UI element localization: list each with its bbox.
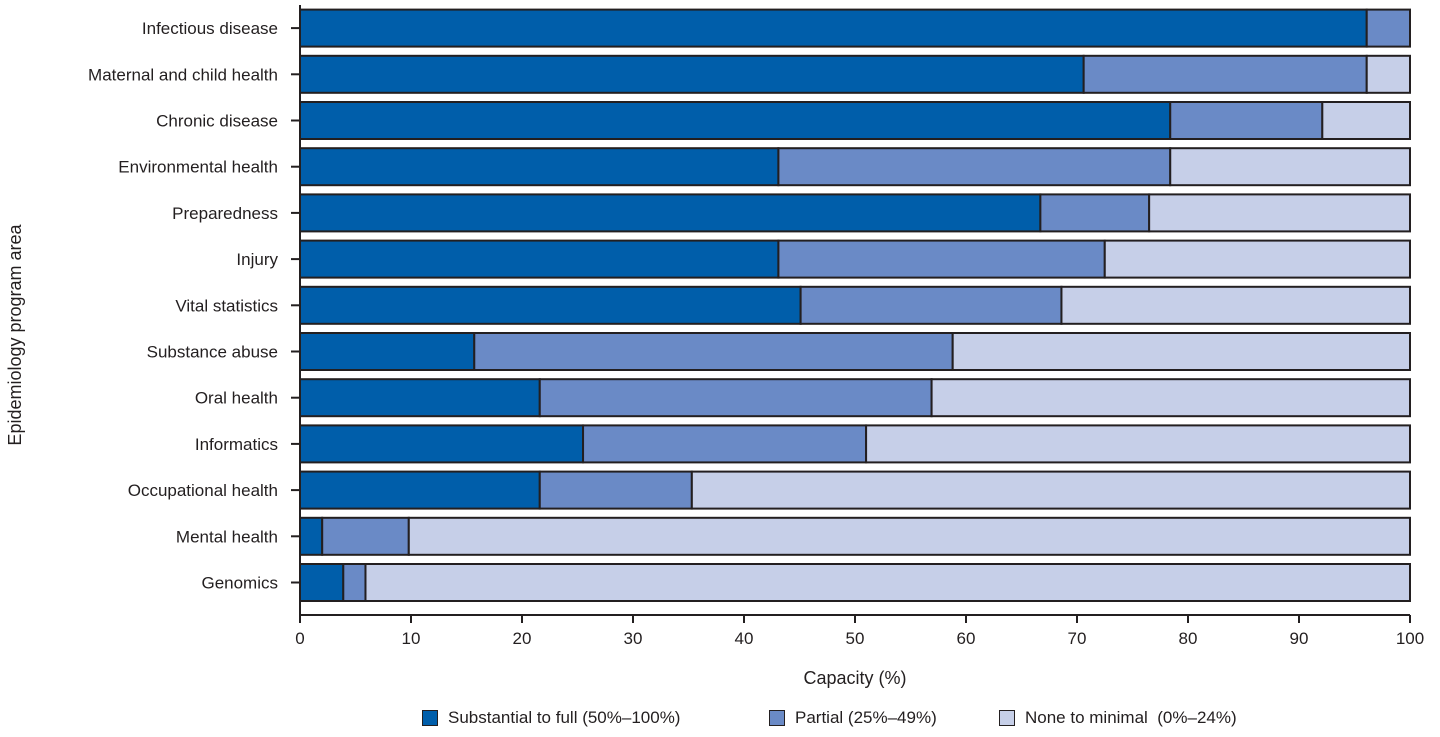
legend-item-2: Partial (25%–49%)	[769, 708, 937, 728]
category-label: Vital statistics	[175, 296, 278, 315]
bar-segment-1-row-4	[299, 147, 780, 187]
bar-segment-2-row-9	[538, 378, 933, 418]
bar-segment-2-row-5	[1039, 193, 1151, 233]
category-label: Informatics	[195, 435, 278, 454]
bar-segment-3-row-6	[1103, 239, 1411, 279]
bar-segment-1-row-3	[299, 101, 1172, 140]
bar-segment-2-row-1	[1365, 8, 1411, 48]
bar-segment-3-row-10	[865, 424, 1411, 464]
category-label: Infectious disease	[142, 19, 278, 38]
bar-segment-1-row-11	[299, 470, 541, 510]
bar-segment-3-row-7	[1060, 285, 1411, 325]
bar-segment-1-row-8	[299, 332, 476, 371]
x-tick-label: 80	[1179, 629, 1198, 648]
bar-segment-2-row-10	[582, 424, 868, 464]
x-tick-label: 60	[957, 629, 976, 648]
bar-segment-1-row-13	[299, 563, 345, 602]
category-label: Injury	[236, 250, 278, 269]
category-label: Preparedness	[172, 204, 278, 223]
bar-segment-1-row-5	[299, 193, 1042, 233]
legend-label: Substantial to full (50%–100%)	[448, 708, 681, 727]
x-tick-label: 20	[513, 629, 532, 648]
legend-item-3: None to minimal (0%–24%)	[999, 708, 1237, 728]
bar-segment-3-row-9	[930, 378, 1412, 418]
legend-label: Partial (25%–49%)	[795, 708, 937, 727]
bar-segment-3-row-2	[1365, 54, 1411, 94]
x-tick-label: 100	[1396, 629, 1424, 648]
x-tick-label: 50	[846, 629, 865, 648]
legend: Substantial to full (50%–100%) Partial (2…	[0, 708, 1440, 736]
bar-segment-1-row-2	[299, 54, 1085, 94]
bar-segment-2-row-7	[799, 285, 1063, 325]
x-tick-label: 30	[624, 629, 643, 648]
bar-segment-1-row-6	[299, 239, 780, 279]
x-tick-label: 40	[735, 629, 754, 648]
category-label: Chronic disease	[156, 112, 278, 131]
bar-segment-2-row-4	[777, 147, 1172, 187]
bar-segment-1-row-10	[299, 424, 585, 464]
bars-layer	[299, 8, 1412, 602]
bar-segment-2-row-13	[342, 563, 367, 602]
axes-layer	[291, 5, 1411, 623]
bar-segment-1-row-1	[299, 8, 1368, 48]
category-label: Mental health	[176, 527, 278, 546]
legend-swatch	[422, 710, 438, 726]
y-axis-title: Epidemiology program area	[5, 223, 25, 445]
bar-segment-3-row-3	[1321, 101, 1412, 140]
bar-segment-3-row-12	[407, 516, 1411, 556]
bar-segment-2-row-12	[321, 516, 410, 556]
bar-segment-2-row-6	[777, 239, 1106, 279]
bar-segment-3-row-13	[364, 563, 1411, 602]
legend-swatch	[999, 710, 1015, 726]
category-label: Environmental health	[118, 158, 278, 177]
category-label: Substance abuse	[147, 343, 278, 362]
x-tick-label: 0	[295, 629, 304, 648]
bar-segment-3-row-5	[1148, 193, 1412, 233]
bar-segment-1-row-7	[299, 285, 802, 325]
x-tick-label: 10	[402, 629, 421, 648]
category-label: Occupational health	[128, 481, 278, 500]
bar-segment-1-row-9	[299, 378, 541, 418]
x-tick-label: 90	[1290, 629, 1309, 648]
category-label: Maternal and child health	[88, 65, 278, 84]
legend-swatch	[769, 710, 785, 726]
bar-segment-2-row-3	[1169, 101, 1324, 140]
category-label: Genomics	[201, 574, 278, 593]
labels-layer: Infectious disease Maternal and child hea…	[5, 19, 1424, 688]
bar-segment-2-row-2	[1082, 54, 1368, 94]
x-tick-label: 70	[1068, 629, 1087, 648]
bar-segment-2-row-11	[538, 470, 693, 510]
category-label: Oral health	[195, 389, 278, 408]
legend-item-1: Substantial to full (50%–100%)	[422, 708, 680, 728]
bar-segment-2-row-8	[473, 332, 954, 371]
bar-segment-3-row-4	[1169, 147, 1411, 187]
legend-label: None to minimal (0%–24%)	[1025, 708, 1237, 727]
x-axis-title: Capacity (%)	[803, 668, 906, 688]
bar-segment-1-row-12	[299, 516, 324, 556]
bar-segment-3-row-11	[690, 470, 1411, 510]
bar-segment-3-row-8	[951, 332, 1411, 371]
